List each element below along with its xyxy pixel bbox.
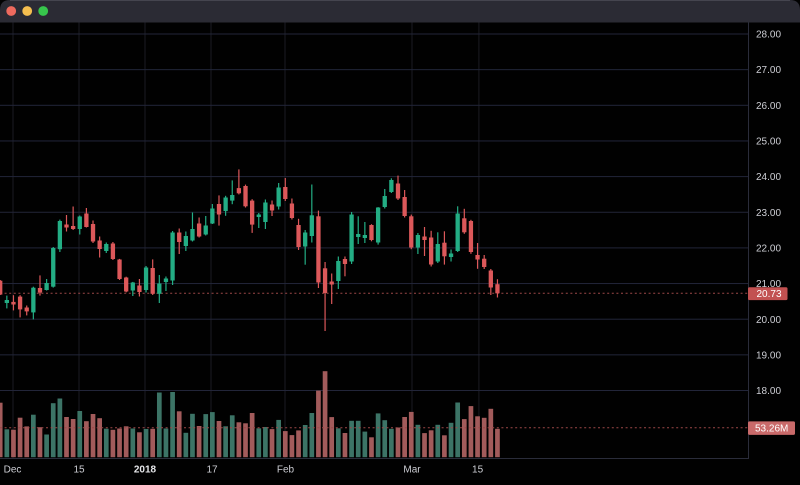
svg-text:20.00: 20.00 [756,315,781,326]
svg-text:18.00: 18.00 [756,386,781,397]
svg-text:26.00: 26.00 [756,101,781,112]
svg-text:17: 17 [206,465,218,476]
svg-text:19.00: 19.00 [756,350,781,361]
svg-text:20.73: 20.73 [757,289,782,300]
svg-text:22.00: 22.00 [756,244,781,255]
svg-text:2018: 2018 [134,465,157,476]
svg-text:53.26M: 53.26M [755,423,788,434]
svg-text:24.00: 24.00 [756,172,781,183]
svg-text:15: 15 [472,465,484,476]
svg-text:Mar: Mar [403,465,421,476]
svg-text:21.00: 21.00 [756,279,781,290]
svg-text:Dec: Dec [4,465,22,476]
svg-text:Feb: Feb [277,465,295,476]
svg-text:15: 15 [73,465,85,476]
svg-text:28.00: 28.00 [756,30,781,41]
svg-text:23.00: 23.00 [756,208,781,219]
svg-text:27.00: 27.00 [756,65,781,76]
svg-text:25.00: 25.00 [756,137,781,148]
